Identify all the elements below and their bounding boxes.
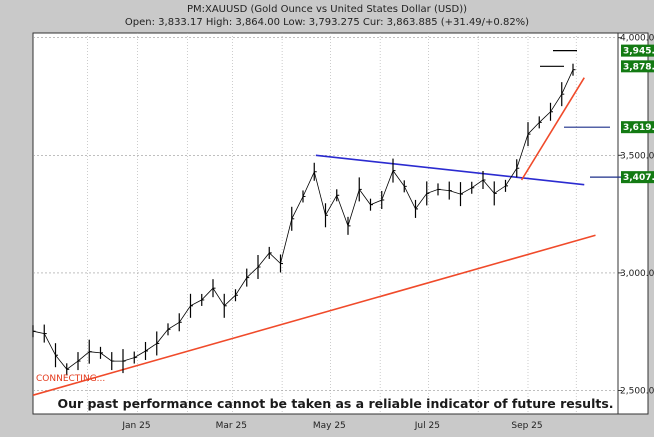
price-level-tag: [621, 121, 654, 134]
ohlc-readout: Open: 3,833.17 High: 3,864.00 Low: 3,793…: [124, 17, 530, 28]
disclaimer-text: Our past performance cannot be taken as …: [57, 396, 613, 411]
price-level-tag: [621, 44, 654, 57]
trendline-2: [315, 154, 585, 186]
price-level-label: 3,945.1: [623, 47, 654, 57]
x-tick-label: Jul 25: [414, 421, 440, 431]
trendline-1: [32, 234, 596, 396]
price-line: [32, 69, 574, 370]
price-level-label: 3,407.1: [623, 173, 654, 183]
price-axis-panel: [617, 32, 649, 415]
trendline-3: [520, 77, 585, 181]
x-tick-label: May 25: [313, 421, 346, 431]
x-tick-label: Mar 25: [216, 421, 247, 431]
connection-status: CONNECTING...: [36, 374, 105, 384]
x-tick-label: Jan 25: [121, 421, 150, 431]
price-level-tag: [621, 60, 654, 73]
y-tick-label: 2,500.00: [620, 386, 654, 396]
price-level-tag: [621, 171, 654, 184]
chart-title: PM:XAUUSD (Gold Ounce vs United States D…: [186, 4, 468, 15]
y-tick-label: 3,500.00: [620, 151, 654, 161]
price-level-label: 3,619.6: [623, 123, 654, 133]
x-tick-label: Sep 25: [511, 421, 542, 431]
price-level-label: 3,878.3: [623, 62, 654, 72]
y-tick-label: 4,000.00: [620, 34, 654, 44]
y-tick-label: 3,000.00: [620, 269, 654, 279]
